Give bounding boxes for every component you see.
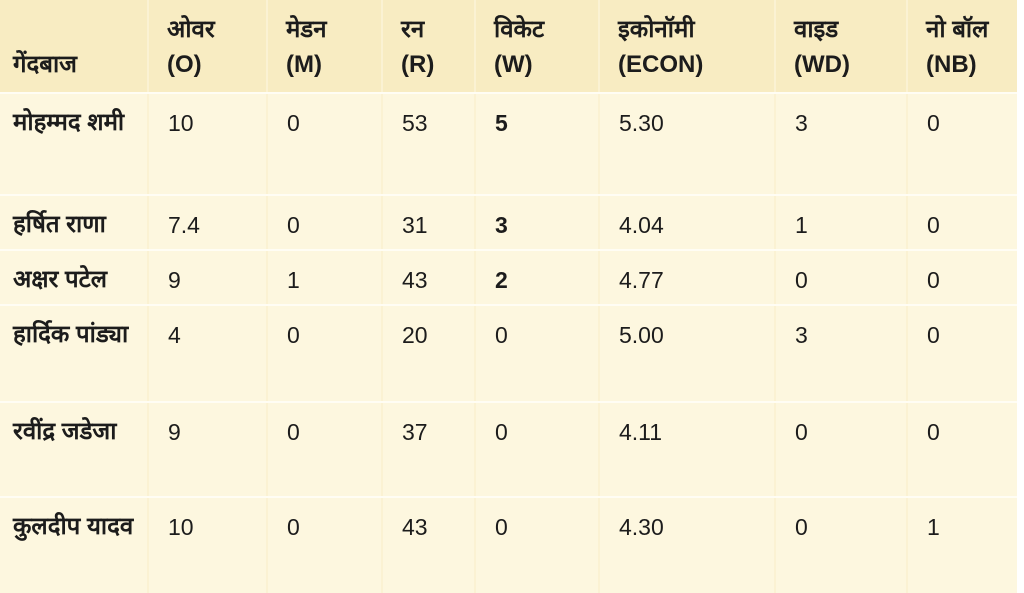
bowler-row: हार्दिक पांड्या 4 0 20 0 5.00 3 0	[0, 305, 1017, 403]
bowler-name-cell: हार्दिक पांड्या	[0, 305, 149, 403]
wickets-cell: 0	[475, 305, 600, 403]
noballs-cell: 0	[907, 93, 1017, 196]
bowler-name-cell: कुलदीप यादव	[0, 497, 149, 593]
bowler-name-cell: हर्षित राणा	[0, 195, 149, 251]
noballs-cell: 0	[907, 250, 1017, 306]
economy-cell: 4.77	[599, 250, 776, 306]
header-overs-label: ओवर	[167, 15, 215, 43]
wickets-cell: 3	[475, 195, 600, 251]
header-maidens-abbr: (M)	[286, 51, 322, 79]
maidens-cell: 0	[267, 305, 383, 403]
wickets-cell: 2	[475, 250, 600, 306]
overs-cell: 10	[148, 93, 268, 196]
header-noballs-label: नो बॉल	[926, 15, 989, 43]
header-overs: ओवर (O)	[148, 0, 268, 94]
noballs-cell: 1	[907, 497, 1017, 593]
header-economy-label: इकोनॉमी	[618, 15, 695, 43]
header-noballs: नो बॉल (NB)	[907, 0, 1017, 94]
bowler-row: रवींद्र जडेजा 9 0 37 0 4.11 0 0	[0, 402, 1017, 498]
wides-cell: 3	[775, 305, 908, 403]
bowler-name-cell: रवींद्र जडेजा	[0, 402, 149, 498]
header-runs-abbr: (R)	[401, 51, 435, 79]
header-wickets-abbr: (W)	[494, 51, 533, 79]
economy-cell: 5.00	[599, 305, 776, 403]
wickets-cell: 0	[475, 402, 600, 498]
header-wickets-label: विकेट	[494, 15, 545, 43]
header-row: गेंदबाज ओवर (O) मेडन (M) रन (R) विकेट	[0, 0, 1017, 94]
economy-cell: 5.30	[599, 93, 776, 196]
header-noballs-abbr: (NB)	[926, 51, 977, 79]
maidens-cell: 0	[267, 93, 383, 196]
header-economy: इकोनॉमी (ECON)	[599, 0, 776, 94]
runs-cell: 37	[382, 402, 476, 498]
header-bowler: गेंदबाज	[0, 0, 149, 94]
bowler-name-cell: अक्षर पटेल	[0, 250, 149, 306]
overs-cell: 7.4	[148, 195, 268, 251]
overs-cell: 9	[148, 402, 268, 498]
economy-cell: 4.11	[599, 402, 776, 498]
bowler-row: कुलदीप यादव 10 0 43 0 4.30 0 1	[0, 497, 1017, 593]
bowler-row: हर्षित राणा 7.4 0 31 3 4.04 1 0	[0, 195, 1017, 251]
header-economy-abbr: (ECON)	[618, 51, 704, 79]
bowler-name-cell: मोहम्मद शमी	[0, 93, 149, 196]
wides-cell: 3	[775, 93, 908, 196]
runs-cell: 53	[382, 93, 476, 196]
wides-cell: 0	[775, 497, 908, 593]
header-wides: वाइड (WD)	[775, 0, 908, 94]
wides-cell: 1	[775, 195, 908, 251]
wickets-cell: 5	[475, 93, 600, 196]
economy-cell: 4.04	[599, 195, 776, 251]
header-bowler-label: गेंदबाज	[13, 51, 77, 79]
header-wides-abbr: (WD)	[794, 51, 850, 79]
bowler-row: मोहम्मद शमी 10 0 53 5 5.30 3 0	[0, 93, 1017, 196]
header-runs-label: रन	[401, 15, 425, 43]
economy-cell: 4.30	[599, 497, 776, 593]
wides-cell: 0	[775, 402, 908, 498]
header-runs: रन (R)	[382, 0, 476, 94]
maidens-cell: 0	[267, 195, 383, 251]
header-wickets: विकेट (W)	[475, 0, 600, 94]
overs-cell: 9	[148, 250, 268, 306]
header-maidens-label: मेडन	[286, 15, 327, 43]
runs-cell: 43	[382, 497, 476, 593]
wickets-cell: 0	[475, 497, 600, 593]
overs-cell: 10	[148, 497, 268, 593]
overs-cell: 4	[148, 305, 268, 403]
maidens-cell: 0	[267, 402, 383, 498]
noballs-cell: 0	[907, 195, 1017, 251]
header-wides-label: वाइड	[794, 15, 839, 43]
noballs-cell: 0	[907, 402, 1017, 498]
runs-cell: 20	[382, 305, 476, 403]
maidens-cell: 0	[267, 497, 383, 593]
runs-cell: 31	[382, 195, 476, 251]
bowler-row: अक्षर पटेल 9 1 43 2 4.77 0 0	[0, 250, 1017, 306]
noballs-cell: 0	[907, 305, 1017, 403]
runs-cell: 43	[382, 250, 476, 306]
header-maidens: मेडन (M)	[267, 0, 383, 94]
wides-cell: 0	[775, 250, 908, 306]
header-overs-abbr: (O)	[167, 51, 202, 79]
maidens-cell: 1	[267, 250, 383, 306]
